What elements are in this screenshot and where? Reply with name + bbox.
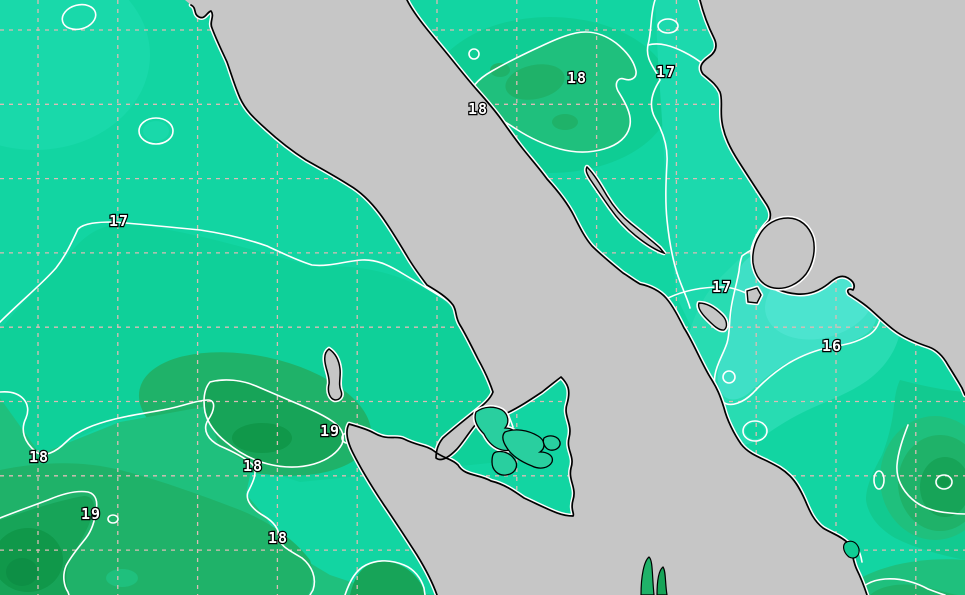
island — [502, 429, 554, 469]
island — [491, 450, 518, 476]
islet-square — [744, 285, 764, 306]
sea-patch — [66, 8, 92, 26]
contour-label-18: 18 — [468, 100, 488, 118]
contour-line — [873, 470, 885, 490]
sea-patch — [0, 463, 313, 595]
contour-line-19 — [0, 490, 98, 595]
contour-label-19: 19 — [81, 505, 101, 523]
inlet-channel — [656, 566, 668, 595]
sea-patch — [490, 63, 510, 77]
contour-label-19: 19 — [320, 422, 340, 440]
contour-line — [855, 578, 946, 595]
contour-line — [138, 117, 174, 145]
sea-patch — [655, 0, 770, 335]
contour-line — [722, 370, 736, 384]
island-bay-pentagon — [750, 215, 817, 291]
contour-line — [742, 420, 768, 442]
sea-patch — [350, 561, 425, 595]
contour-line-17 — [646, 0, 691, 309]
contour-label-16: 16 — [822, 337, 842, 355]
sea-patch — [106, 569, 138, 587]
contour-label-18: 18 — [567, 69, 587, 87]
sea-patch — [0, 224, 514, 482]
island-long-channel — [583, 164, 667, 256]
contour-line — [61, 3, 97, 31]
contour-label-18: 18 — [243, 457, 263, 475]
sea-patch — [143, 121, 169, 141]
island — [752, 217, 815, 290]
islet-curl — [696, 300, 729, 333]
sea-patch — [552, 114, 578, 130]
contour-label-18: 18 — [268, 529, 288, 547]
sea-patch — [232, 423, 292, 453]
contour-label-17: 17 — [109, 212, 129, 230]
contour-line — [107, 514, 119, 524]
contour-line — [647, 43, 704, 65]
sea-patch — [920, 457, 965, 517]
sea-patch — [745, 423, 765, 439]
sea-patch — [6, 558, 38, 586]
land-layer — [185, 0, 965, 595]
island — [746, 287, 762, 304]
island — [585, 165, 667, 255]
contour-line-19 — [203, 379, 344, 468]
landmass-southwest — [185, 0, 867, 595]
contour-label-18: 18 — [29, 448, 49, 466]
contour-line-18 — [468, 31, 637, 153]
contour-line — [468, 48, 480, 60]
contour-line — [935, 474, 953, 490]
sea-patch — [840, 559, 965, 595]
islet-cluster-tip — [472, 404, 561, 476]
island — [697, 302, 728, 331]
contour-label-17: 17 — [712, 278, 732, 296]
contour-line — [657, 18, 679, 34]
label-layer: 18 18 17 17 17 16 19 18 18 19 18 — [28, 62, 842, 548]
contour-line — [896, 424, 965, 515]
sea-patch — [938, 477, 950, 487]
inlet-channel — [843, 540, 860, 559]
landmass-northeast — [700, 0, 965, 395]
inlet-channel — [640, 556, 655, 595]
contour-line — [344, 560, 426, 595]
island — [324, 348, 343, 401]
sea-patch — [505, 64, 565, 100]
coastline — [190, 0, 868, 595]
island — [542, 435, 561, 451]
island-west-lone — [322, 346, 344, 403]
contour-label-17: 17 — [656, 63, 676, 81]
